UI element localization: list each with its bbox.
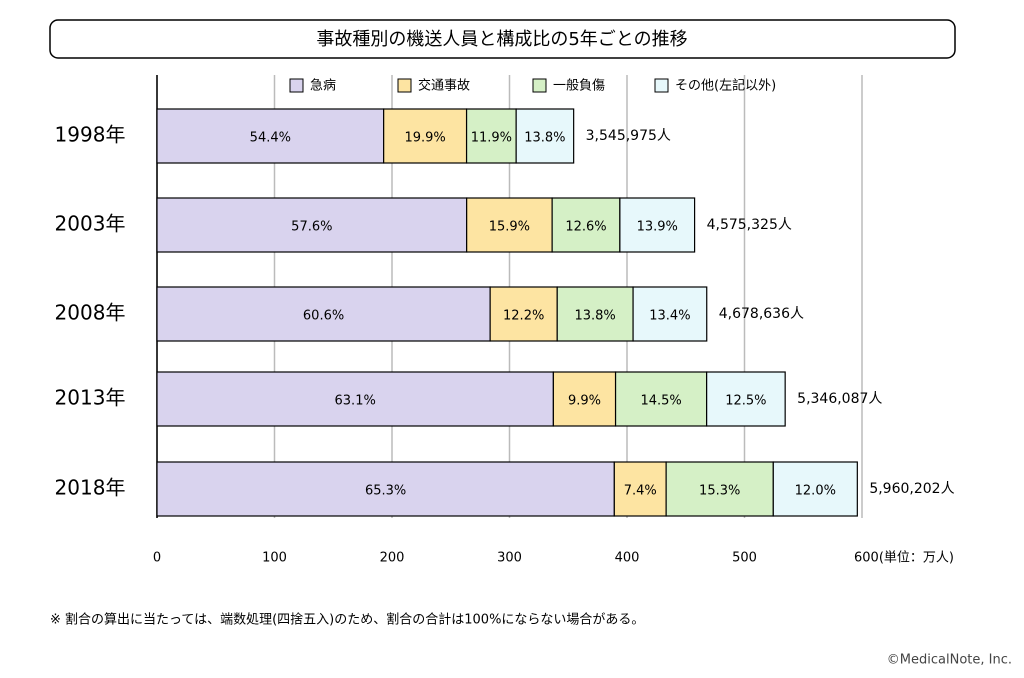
x-tick-label: 200 — [380, 551, 405, 566]
total-label: 5,346,087人 — [797, 391, 882, 407]
legend-swatch — [397, 78, 412, 93]
title-box — [49, 19, 956, 59]
value-label: 15.9% — [489, 220, 530, 235]
value-label: 63.1% — [335, 394, 376, 409]
value-label: 12.2% — [503, 309, 544, 324]
value-label: 13.4% — [649, 309, 690, 324]
bar-segment — [156, 461, 615, 517]
value-label: 57.6% — [291, 220, 332, 235]
bar-segment — [619, 197, 696, 253]
bar-segment — [665, 461, 774, 517]
value-label: 9.9% — [568, 394, 601, 409]
value-label: 14.5% — [640, 394, 681, 409]
value-label: 13.8% — [524, 131, 565, 146]
value-label: 19.9% — [404, 131, 445, 146]
bar-segment — [489, 286, 558, 342]
value-label: 12.6% — [565, 220, 606, 235]
y-tick-label: 2013年 — [55, 386, 126, 410]
bar-segment — [552, 371, 617, 427]
bar-segment — [556, 286, 634, 342]
value-label: 7.4% — [624, 484, 657, 499]
legend-swatch — [532, 78, 547, 93]
bar-segment — [632, 286, 708, 342]
y-tick-label: 2018年 — [55, 476, 126, 500]
bar-segment — [156, 108, 385, 164]
total-label: 4,575,325人 — [707, 217, 792, 233]
footnote: ※ 割合の算出に当たっては、端数処理(四捨五入)のため、割合の合計は100%にな… — [50, 612, 644, 628]
x-tick-label: 500 — [732, 551, 757, 566]
y-tick-label: 2003年 — [55, 212, 126, 236]
bar-segment — [156, 286, 491, 342]
y-tick-label: 1998年 — [55, 123, 126, 147]
x-tick-label: 0 — [153, 551, 161, 566]
x-tick-label: 600(単位：万人) — [854, 550, 954, 566]
x-tick-label: 100 — [262, 551, 287, 566]
value-label: 60.6% — [303, 309, 344, 324]
bar-segment — [156, 197, 468, 253]
total-label: 5,960,202人 — [869, 481, 954, 497]
value-label: 13.9% — [637, 220, 678, 235]
bar-segment — [613, 461, 667, 517]
legend-swatch — [289, 78, 304, 93]
credit: ©MedicalNote, Inc. — [887, 653, 1012, 668]
legend-label: 交通事故 — [418, 78, 470, 94]
total-label: 3,545,975人 — [586, 128, 671, 144]
legend-swatch — [654, 78, 669, 93]
value-label: 12.0% — [795, 484, 836, 499]
value-label: 65.3% — [365, 484, 406, 499]
legend-label: 急病 — [310, 79, 336, 94]
bar-segment — [551, 197, 621, 253]
total-label: 4,678,636人 — [719, 306, 804, 322]
value-label: 11.9% — [471, 131, 512, 146]
x-tick-label: 400 — [615, 551, 640, 566]
legend-label: 一般負傷 — [553, 78, 605, 94]
x-tick-label: 300 — [497, 551, 522, 566]
value-label: 54.4% — [250, 131, 291, 146]
bar-segment — [772, 461, 858, 517]
y-tick-label: 2008年 — [55, 301, 126, 325]
bar-segment — [383, 108, 468, 164]
value-label: 12.5% — [725, 394, 766, 409]
bar-segment — [156, 371, 554, 427]
value-label: 15.3% — [699, 484, 740, 499]
bar-segment — [515, 108, 575, 164]
bar-segment — [614, 371, 708, 427]
bar-segment — [706, 371, 786, 427]
chart-title: 事故種別の機送人員と構成比の5年ごとの推移 — [316, 29, 687, 50]
value-label: 13.8% — [574, 309, 615, 324]
bar-segment — [466, 197, 553, 253]
legend-label: その他(左記以外) — [675, 78, 776, 94]
